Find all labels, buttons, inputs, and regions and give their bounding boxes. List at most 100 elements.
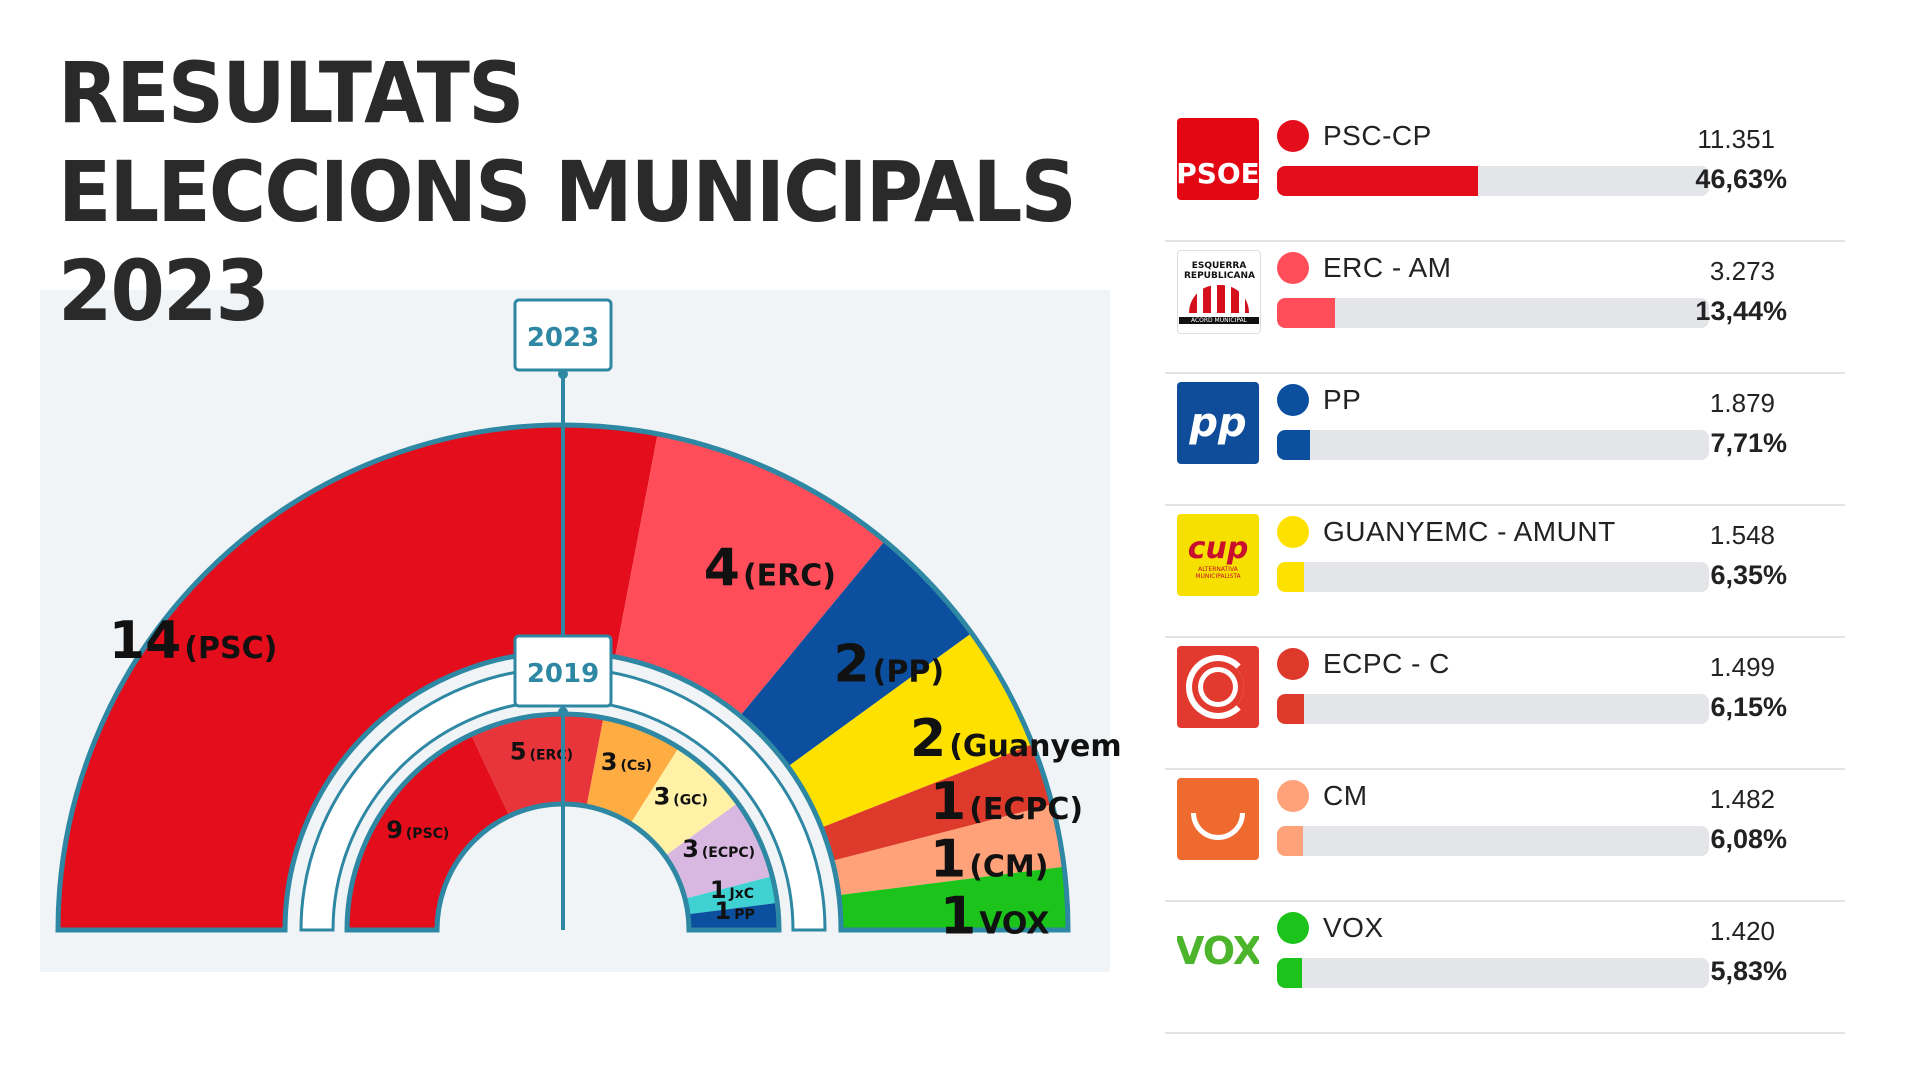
party-color-dot — [1277, 648, 1309, 680]
vox-logo: VOX — [1177, 910, 1259, 992]
logo-text: PSOE — [1177, 156, 1259, 190]
party-votes: 11.351 — [1697, 124, 1775, 154]
erc-emblem-icon — [1189, 284, 1249, 313]
ring-outline-0 — [55, 422, 1071, 933]
party-votes: 1.499 — [1709, 652, 1775, 682]
party-name: GUANYEMC - AMUNT — [1323, 516, 1616, 547]
vote-bar-track — [1277, 562, 1709, 592]
party-percent: 5,83% — [1710, 956, 1787, 986]
vote-bar-fill — [1277, 958, 1303, 988]
party-percent: 6,08% — [1710, 824, 1787, 854]
seat-2023-segment-2 — [740, 540, 972, 767]
seat-2019-label-2: 3 (Cs) — [601, 748, 652, 776]
party-percent: 46,63% — [1695, 164, 1787, 194]
seat-2023-label-1: 4 (ERC) — [704, 538, 836, 598]
seat-2019-segment-5 — [685, 876, 778, 915]
vote-bar-fill — [1277, 430, 1311, 460]
party-name: ECPC - C — [1323, 648, 1450, 679]
result-row: ESQUERRA REPUBLICANA ACORD MUNICIPAL ERC -… — [1165, 242, 1845, 374]
party-color-dot — [1277, 912, 1309, 944]
vote-bar-fill — [1277, 562, 1305, 592]
result-row: VOX VOX 1.420 5,83% — [1165, 902, 1845, 1034]
year-tag-box-2023 — [513, 298, 613, 372]
vote-bar-track — [1277, 166, 1709, 196]
cup-logo: cup ALTERNATIVA MUNICIPALISTA — [1177, 514, 1259, 596]
party-name: CM — [1323, 780, 1368, 811]
seat-2023-segment-4 — [821, 744, 1053, 861]
party-name: ERC - AM — [1323, 252, 1452, 283]
seat-2023-segment-5 — [832, 804, 1065, 896]
erc-logo: ESQUERRA REPUBLICANA ACORD MUNICIPAL — [1177, 250, 1261, 334]
title-line-2: ELECCIONS MUNICIPALS — [58, 143, 1077, 241]
page-title: RESULTATS ELECCIONS MUNICIPALS 2023 — [58, 44, 1077, 341]
party-name: PP — [1323, 384, 1362, 415]
seat-2023-segment-6 — [838, 866, 1068, 930]
smile-icon — [1191, 812, 1245, 840]
vote-bar-fill — [1277, 826, 1304, 856]
party-color-dot — [1277, 780, 1309, 812]
title-line-1: RESULTATS — [58, 44, 524, 142]
seat-2023-segment-3 — [787, 633, 1033, 828]
pp-logo: pp — [1177, 382, 1259, 464]
party-percent: 13,44% — [1695, 296, 1787, 326]
party-color-dot — [1277, 252, 1309, 284]
vote-bar-fill — [1277, 298, 1336, 328]
seat-2023-label-5: 1 (CM) — [930, 830, 1048, 890]
logo-text: cup — [1187, 530, 1249, 566]
party-name: PSC-CP — [1323, 120, 1432, 151]
year-tag-box-2019 — [513, 634, 613, 708]
ring-outline-1 — [344, 711, 782, 933]
seat-2023-label-0: 14 (PSC) — [109, 611, 277, 671]
result-row: ECPC - C 1.499 6,15% — [1165, 638, 1845, 770]
ring-outlines — [55, 422, 1071, 933]
psoe-logo: PSOE — [1177, 118, 1259, 200]
result-row: cup ALTERNATIVA MUNICIPALISTA GUANYEMC - A… — [1165, 506, 1845, 638]
party-percent: 6,35% — [1710, 560, 1787, 590]
seat-2019-label-4: 3 (ECPC) — [682, 835, 755, 863]
seat-2023-label-6: 1 VOX — [940, 886, 1049, 946]
party-name: VOX — [1323, 912, 1384, 943]
logo-subtext: ACORD MUNICIPAL — [1179, 316, 1259, 324]
seat-2019-segment-0 — [347, 734, 510, 930]
seat-2019-segment-4 — [664, 803, 773, 899]
seat-2023-segment-1 — [615, 433, 885, 716]
party-votes: 1.548 — [1709, 520, 1775, 550]
seat-2019-segment-1 — [471, 714, 604, 816]
logo-text: VOX — [1177, 929, 1259, 973]
cm-logo — [1177, 778, 1259, 860]
seat-2019-segment-2 — [586, 717, 679, 824]
ring-gap — [299, 666, 827, 932]
seat-2023-label-3: 2 (Guanyem — [910, 709, 1122, 769]
result-row: pp PP 1.879 7,71% — [1165, 374, 1845, 506]
party-color-dot — [1277, 384, 1309, 416]
results-list: PSOE PSC-CP 11.351 46,63% ESQUERRA REPUBLICA… — [1165, 110, 1845, 1034]
ecpc-logo — [1177, 646, 1259, 728]
inner-ring-2019 — [347, 714, 779, 930]
vote-bar-fill — [1277, 694, 1304, 724]
seat-2019-label-6: 1 PP — [715, 897, 755, 925]
party-percent: 7,71% — [1710, 428, 1787, 458]
party-votes: 1.420 — [1709, 916, 1775, 946]
party-votes: 3.273 — [1709, 256, 1775, 286]
logo-text: ESQUERRA REPUBLICANA — [1184, 260, 1255, 281]
logo-subtext: ALTERNATIVA MUNICIPALISTA — [1195, 565, 1241, 580]
result-row: PSOE PSC-CP 11.351 46,63% — [1165, 110, 1845, 242]
year-tag-2023: 2023 — [527, 323, 599, 353]
logo-text: pp — [1189, 400, 1247, 446]
party-votes: 1.482 — [1709, 784, 1775, 814]
seat-2019-label-3: 3 (GC) — [654, 783, 708, 811]
vote-bar-fill — [1277, 166, 1479, 196]
vote-bar-track — [1277, 430, 1709, 460]
seat-2023-label-2: 2 (PP) — [833, 635, 944, 695]
party-color-dot — [1277, 516, 1309, 548]
spiral-icon — [1186, 655, 1250, 719]
seat-2019-segment-6 — [688, 902, 779, 930]
year-tag-2019: 2019 — [527, 659, 599, 689]
vote-bar-track — [1277, 958, 1709, 988]
seat-2019-label-5: 1 JxC — [710, 876, 754, 904]
seat-2019-label-0: 9 (PSC) — [386, 816, 449, 844]
seat-2023-segment-0 — [58, 425, 658, 930]
